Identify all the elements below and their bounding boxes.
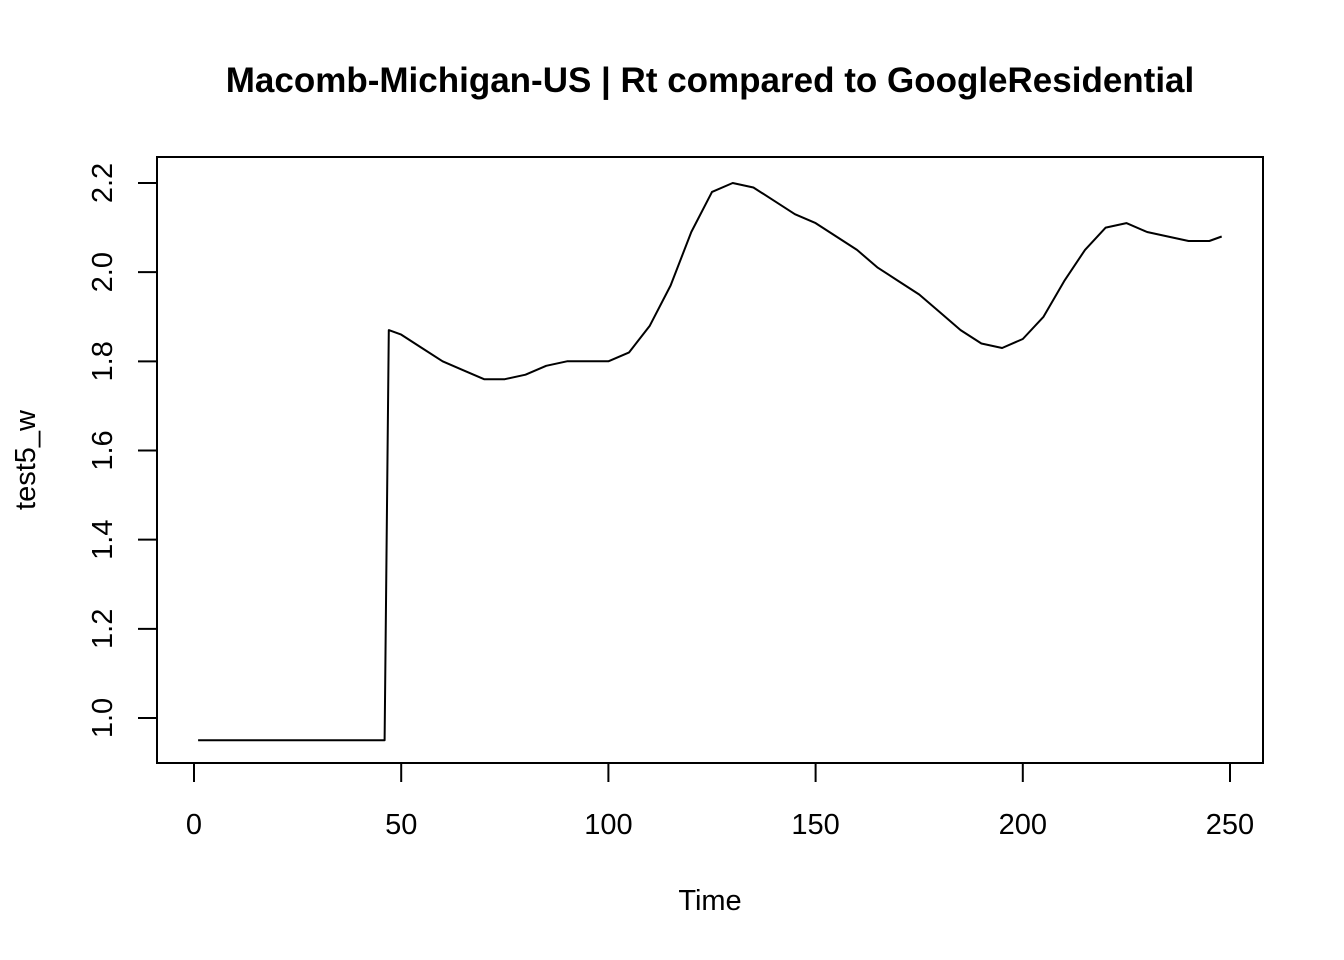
chart-title: Macomb-Michigan-US | Rt compared to Goog… [226, 61, 1195, 100]
x-axis-label: Time [678, 885, 741, 917]
plot-area-box [156, 156, 1264, 764]
y-axis-label: test5_w [10, 409, 42, 510]
x-tick-label: 150 [791, 809, 839, 841]
series-group [198, 182, 1223, 742]
x-tick-label: 250 [1206, 809, 1254, 841]
y-tick-label: 2.2 [87, 163, 119, 203]
y-tick-label: 1.2 [87, 609, 119, 649]
x-axis: 0 50 100 150 200 250 [186, 762, 1254, 841]
series-line [198, 182, 1223, 742]
y-tick-label: 1.8 [87, 341, 119, 381]
y-tick-label: 1.6 [87, 430, 119, 470]
y-tick-label: 2.0 [87, 252, 119, 292]
x-tick-label: 0 [186, 809, 202, 841]
y-axis: 1.0 1.2 1.4 1.6 1.8 2.0 2.2 [87, 163, 158, 738]
x-tick-label: 50 [385, 809, 417, 841]
x-tick-label: 100 [584, 809, 632, 841]
y-tick-label: 1.4 [87, 520, 119, 560]
x-tick-label: 200 [999, 809, 1047, 841]
y-tick-label: 1.0 [87, 698, 119, 738]
